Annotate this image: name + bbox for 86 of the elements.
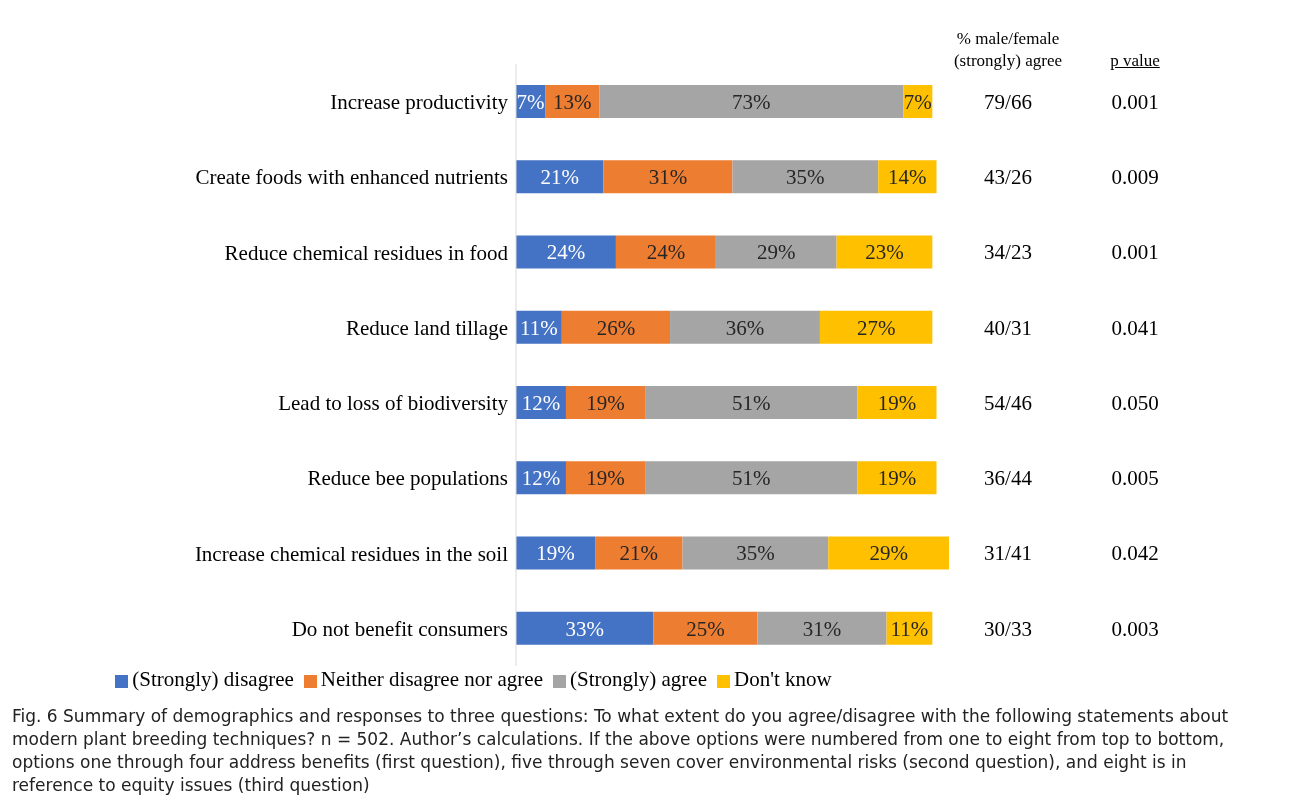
text: 34/23 [984, 240, 1032, 265]
data-label: 26% [596, 315, 636, 340]
text: 31/41 [984, 541, 1032, 566]
bar [836, 235, 933, 269]
data-label: 35% [736, 541, 775, 566]
bar [828, 536, 949, 570]
bar [565, 386, 646, 420]
bar [857, 461, 937, 495]
data-label: 35% [786, 165, 825, 190]
y-tick-label: Increase productivity [330, 90, 509, 115]
y-tick-label: Increase chemical residues in the soil [194, 541, 509, 566]
data-label: 12% [521, 390, 561, 415]
y-tick-label: Reduce chemical residues in food [224, 240, 509, 265]
text: 40/31 [984, 315, 1032, 340]
y-tick-label: Do not benefit consumers [291, 616, 508, 641]
data-label: 51% [731, 466, 771, 491]
data-label: 12% [521, 466, 561, 491]
text: % male/female (strongly) agree [953, 29, 1063, 70]
bar [757, 611, 887, 645]
text: 0.009 [1111, 165, 1159, 190]
legend-label: (Strongly) agree [569, 667, 708, 691]
bar [645, 461, 858, 495]
legend-label: (Strongly) disagree [132, 667, 294, 691]
data-label: 25% [686, 616, 725, 641]
bar [599, 85, 904, 119]
bar [653, 611, 758, 645]
data-label: 19% [586, 466, 625, 491]
data-label: 14% [888, 165, 927, 190]
bar [561, 310, 671, 344]
y-tick-label: Reduce land tillage [345, 315, 508, 340]
text: 0.050 [1111, 390, 1159, 415]
data-label: 11% [520, 315, 558, 340]
data-label: 7% [516, 89, 545, 114]
text: 36/44 [984, 466, 1033, 491]
data-label: 73% [731, 89, 771, 114]
data-label: 31% [648, 165, 688, 190]
y-tick-label: Reduce bee populations [307, 466, 508, 491]
data-label: 19% [877, 466, 917, 491]
data-label: 19% [586, 390, 625, 415]
text: 54/46 [984, 390, 1032, 415]
data-label: 31% [802, 616, 842, 641]
data-label: 33% [565, 616, 604, 641]
data-label: 36% [725, 315, 765, 340]
data-label: 23% [865, 240, 904, 265]
data-label: 29% [756, 240, 796, 265]
data-label: 19% [877, 390, 917, 415]
text: 0.001 [1111, 89, 1159, 114]
bar [516, 235, 616, 269]
text: 79/66 [984, 89, 1032, 114]
bar [516, 160, 604, 194]
data-label: 51% [731, 390, 771, 415]
data-label: 21% [540, 165, 579, 190]
bar [516, 611, 654, 645]
bar [670, 310, 820, 344]
legend-label: Don't know [734, 667, 832, 691]
text: 0.001 [1111, 240, 1159, 265]
data-label: 29% [869, 541, 908, 566]
data-label: 24% [646, 240, 686, 265]
legend-label: Neither disagree nor agree [320, 667, 543, 691]
bar [615, 235, 716, 269]
y-tick-label: Lead to loss of biodiversity [278, 391, 509, 416]
text: 30/33 [984, 616, 1032, 641]
data-label: 21% [619, 541, 659, 566]
caption: Fig. 6 Summary of demographics and responses to three questions: To what extent do you agree/disagree with the following statements about modern plant breeding techniques? n = 502. Author’s calculations. If the above options were numbered from one to eight from top to bottom, options one through four address benefits (first question), five through seven cover environmental risks (second question), and eight is in reference to equity issues (third question) [12, 706, 1229, 795]
bar [565, 461, 646, 495]
text: 0.005 [1111, 466, 1159, 491]
text: 0.042 [1111, 541, 1159, 566]
bar [603, 160, 733, 194]
bar [715, 235, 837, 269]
data-label: 24% [546, 240, 586, 265]
text: 0.003 [1111, 616, 1159, 641]
data-label: 11% [890, 616, 929, 641]
text: 0.041 [1111, 315, 1159, 340]
data-label: 13% [552, 89, 592, 114]
bar [645, 386, 858, 420]
bar [682, 536, 829, 570]
data-label: 19% [536, 541, 575, 566]
text: p value [1110, 51, 1160, 70]
data-label: 7% [903, 89, 932, 114]
bar [732, 160, 879, 194]
text: 43/26 [984, 165, 1032, 190]
bar [819, 310, 933, 344]
data-label: 27% [856, 315, 896, 340]
y-tick-label: Create foods with enhanced nutrients [195, 165, 508, 190]
bar [595, 536, 683, 570]
bar [857, 386, 937, 420]
